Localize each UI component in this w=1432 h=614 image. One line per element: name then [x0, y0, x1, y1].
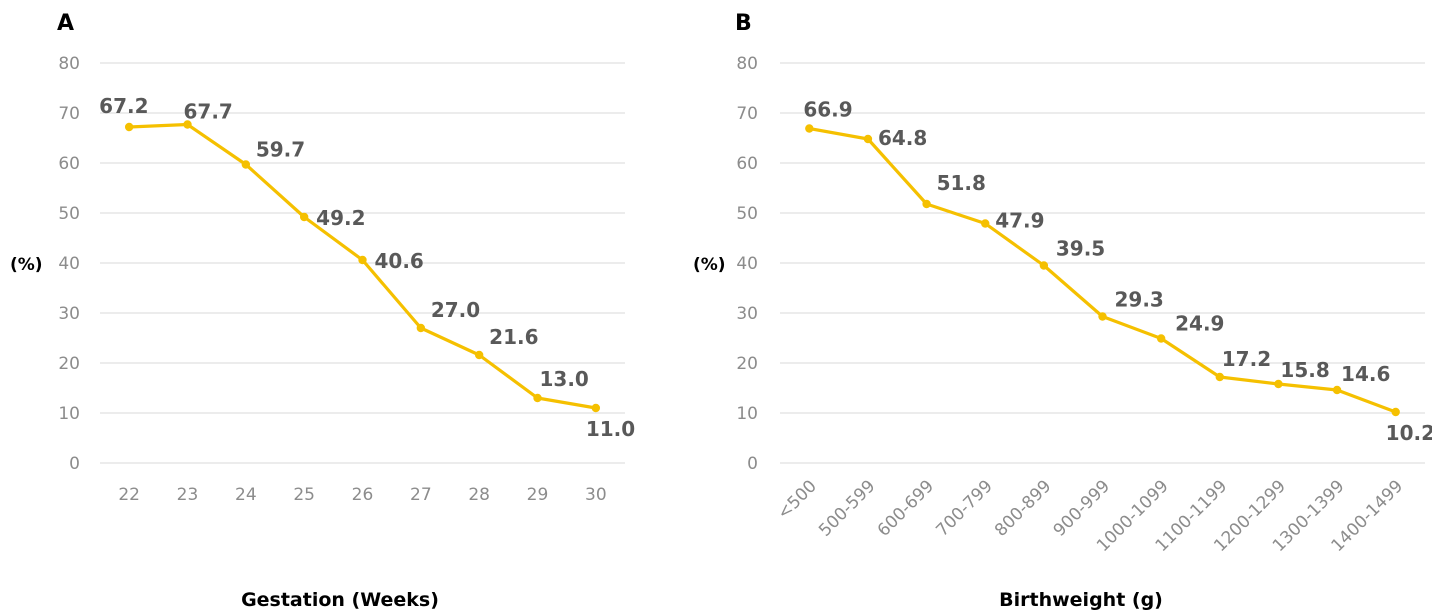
y-tick-label-a: 0: [69, 454, 80, 474]
data-label-a: 40.6: [375, 249, 424, 273]
y-tick-label-a: 30: [58, 304, 80, 324]
y-tick-label-b: 50: [736, 204, 758, 224]
y-axis-label-a: (%): [10, 255, 43, 275]
panel-letter-a: A: [57, 11, 74, 36]
y-tick-label-a: 50: [58, 204, 80, 224]
data-point-a: [474, 350, 484, 360]
data-point-b: [1215, 372, 1224, 382]
data-point-b: [863, 134, 873, 144]
data-label-b: 15.8: [1280, 358, 1329, 382]
data-label-a: 11.0: [586, 417, 635, 441]
x-tick-label-b: 600-699: [874, 476, 938, 540]
y-axis-ticks-b: 0 10 20 30 40 50 60 70 80: [736, 54, 758, 474]
x-tick-label-a: 24: [235, 485, 257, 505]
y-tick-label-b: 30: [736, 304, 758, 324]
data-labels-b: 66.9 64.8 51.8 47.9 39.5 29.3 24.9 17.2 15.8 14.6…: [803, 98, 1432, 446]
markers-b: [805, 124, 1400, 417]
data-point-b: [1156, 334, 1166, 343]
data-label-b: 51.8: [937, 171, 986, 195]
data-label-a: 13.0: [540, 367, 589, 391]
data-point-b: [922, 199, 931, 209]
x-tick-label-b: 700-799: [932, 476, 996, 540]
x-tick-label-a: 28: [468, 485, 490, 505]
x-tick-label-a: 23: [177, 485, 199, 505]
y-tick-label-b: 0: [747, 454, 758, 474]
data-point-b: [1274, 379, 1283, 389]
y-tick-label-b: 80: [736, 54, 758, 74]
y-tick-label-a: 10: [58, 404, 80, 424]
data-label-a: 59.7: [256, 138, 305, 162]
x-axis-ticks-a: 22 23 24 25 26 27 28 29 30: [118, 485, 606, 505]
data-point-a: [183, 120, 192, 129]
data-point-a: [124, 122, 134, 132]
y-tick-label-b: 60: [736, 154, 758, 174]
y-tick-label-b: 40: [736, 254, 758, 274]
y-tick-label-a: 20: [58, 354, 80, 374]
y-tick-label-a: 80: [58, 54, 80, 74]
x-tick-label-a: 25: [293, 485, 315, 505]
data-label-b: 64.8: [878, 126, 927, 150]
y-tick-label-b: 10: [736, 404, 758, 424]
x-axis-ticks-b: <500500-599600-699700-799800-899900-9991…: [774, 476, 1408, 556]
data-label-a: 67.2: [99, 94, 148, 118]
y-axis-ticks-a: 0 10 20 30 40 50 60 70 80: [58, 54, 80, 474]
data-point-a: [299, 212, 309, 222]
x-tick-label-a: 26: [352, 485, 374, 505]
data-point-b: [1391, 407, 1400, 417]
data-label-b: 17.2: [1222, 347, 1271, 371]
gridlines-b: [780, 62, 1425, 464]
y-tick-label-b: 70: [736, 104, 758, 124]
data-labels-a: 67.2 67.7 59.7 49.2 40.6 27.0 21.613.0 11.0: [99, 94, 635, 441]
data-label-a: 27.0: [431, 298, 480, 322]
x-tick-label-b: 800-899: [991, 476, 1055, 540]
y-axis-label-b: (%): [693, 255, 726, 275]
y-tick-label-a: 70: [58, 104, 80, 124]
x-tick-label-a: 22: [118, 485, 140, 505]
data-label-b: 66.9: [803, 98, 852, 122]
data-label-b: 39.5: [1056, 237, 1105, 261]
data-label-b: 29.3: [1115, 288, 1164, 312]
data-label-b: 47.9: [995, 209, 1044, 233]
panel-letter-b: B: [735, 11, 752, 36]
data-label-a: 21.6: [489, 325, 538, 349]
chart-panel-b: B 0 10 20 30 40 50 60 70 80 <500500-599600-69970…: [693, 11, 1432, 611]
data-point-a: [533, 393, 542, 403]
markers-a: [124, 120, 601, 413]
data-point-a: [416, 323, 426, 333]
data-point-b: [1332, 385, 1342, 395]
data-point-b: [805, 124, 814, 133]
data-point-a: [241, 160, 251, 169]
data-point-a: [358, 255, 367, 265]
data-point-b: [981, 219, 990, 228]
chart-panel-a: A 0 10 20 30 40 50 60 70 80 22 23 24 25 26 27 28 29 30 6…: [10, 11, 635, 611]
series-a: [127, 122, 598, 410]
x-axis-label-b: Birthweight (g): [999, 589, 1163, 611]
y-tick-label-b: 20: [736, 354, 758, 374]
x-tick-label-b: 500-599: [815, 476, 879, 540]
data-label-a: 49.2: [316, 206, 365, 230]
data-label-a: 67.7: [184, 100, 233, 124]
x-tick-label-a: 29: [527, 485, 549, 505]
data-label-b: 24.9: [1175, 312, 1224, 336]
x-tick-label-a: 30: [585, 485, 607, 505]
x-axis-label-a: Gestation (Weeks): [241, 589, 439, 611]
x-tick-label-b: <500: [774, 476, 821, 523]
series-line-a: [127, 122, 598, 410]
data-label-b: 14.6: [1341, 362, 1390, 386]
x-tick-label-a: 27: [410, 485, 432, 505]
data-point-b: [1098, 312, 1107, 321]
data-point-a: [591, 403, 601, 413]
data-label-b: 10.2: [1386, 421, 1432, 445]
y-tick-label-a: 40: [58, 254, 80, 274]
y-tick-label-a: 60: [58, 154, 80, 174]
data-point-b: [1039, 261, 1049, 270]
